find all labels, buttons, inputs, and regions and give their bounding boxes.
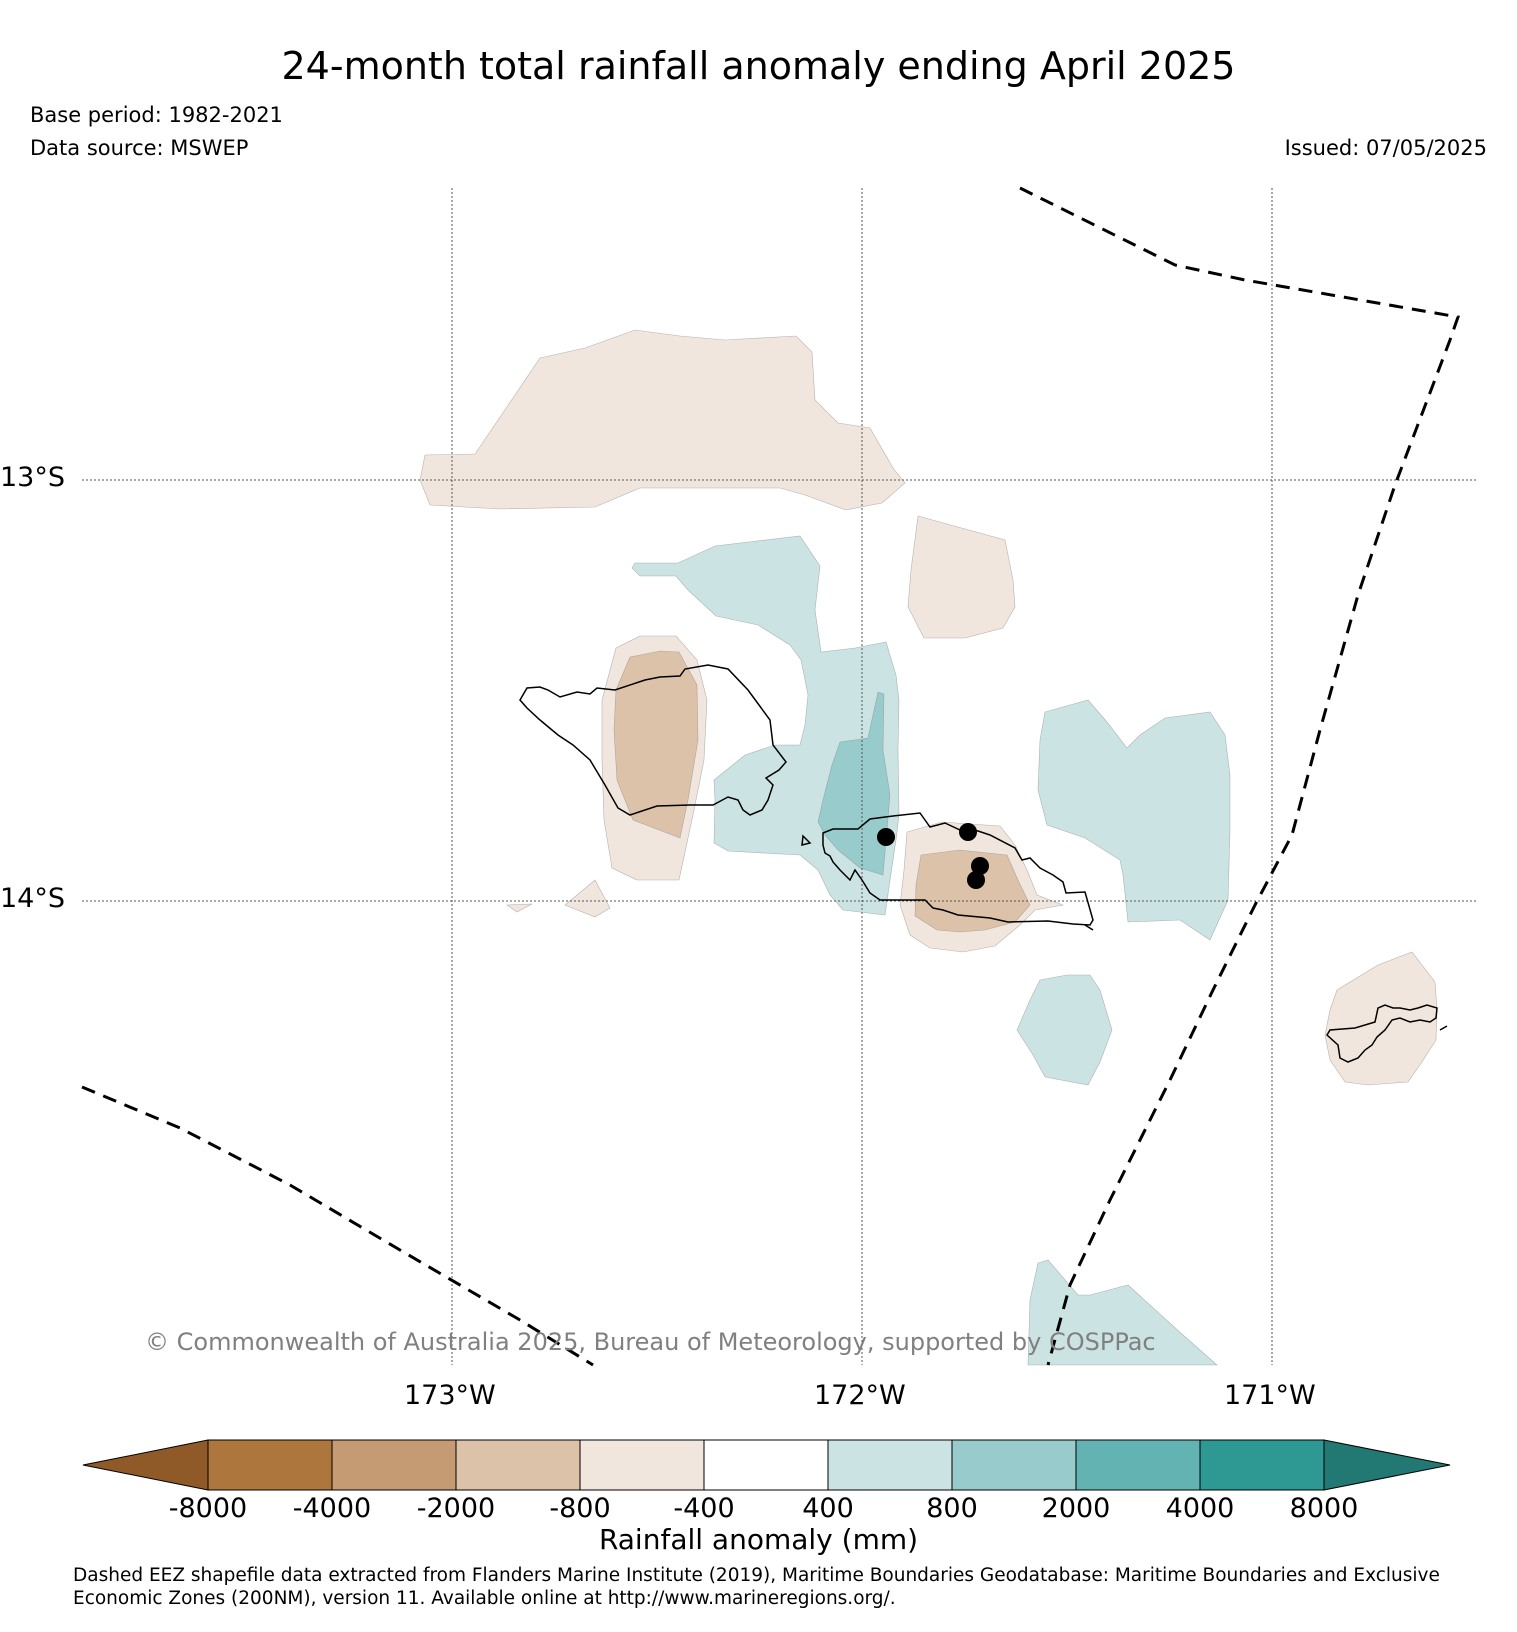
city-marker	[877, 828, 895, 846]
colorbar-bin	[703, 1439, 829, 1491]
graticule	[82, 188, 1477, 1365]
lon-label-172w: 172°W	[814, 1380, 906, 1411]
colorbar-tick-label: -2000	[416, 1493, 496, 1524]
colorbar-tick-label: 400	[802, 1493, 854, 1524]
city-marker	[967, 871, 985, 889]
colorbar-tick-label: 4000	[1165, 1493, 1235, 1524]
colorbar-bin	[579, 1439, 705, 1491]
cities	[877, 823, 989, 889]
colorbar-extend-max	[1323, 1439, 1451, 1491]
eez-boundary-north	[1019, 186, 1460, 1366]
wet-anomaly-region-east-upolu	[1037, 699, 1231, 941]
anomaly-contours	[419, 329, 1438, 1366]
dry-anomaly-region-tiny-west	[506, 903, 533, 913]
data-source-text: Data source: MSWEP	[30, 136, 249, 160]
upolu-coastline	[822, 812, 1094, 926]
colorbar-bin	[331, 1439, 457, 1491]
upolu-east-tip	[1084, 924, 1094, 931]
dry-anomaly-region-small-west	[564, 879, 611, 918]
city-marker	[971, 857, 989, 875]
coastlines	[519, 664, 1448, 1063]
lon-label-171w: 171°W	[1224, 1380, 1316, 1411]
colorbar-tick-label: 2000	[1041, 1493, 1111, 1524]
base-period-text: Base period: 1982-2021	[30, 103, 283, 127]
colorbar-tick-label: -400	[673, 1493, 735, 1524]
colorbar-tick-label: 8000	[1289, 1493, 1359, 1524]
lat-label-14s: 14°S	[0, 883, 65, 914]
tutuila-coastline	[1326, 1004, 1438, 1063]
eez-boundary-southwest	[81, 1085, 594, 1367]
issued-date-text: Issued: 07/05/2025	[1284, 136, 1487, 160]
colorbar-bin	[455, 1439, 581, 1491]
colorbar-tick-label: 800	[926, 1493, 978, 1524]
map-title: 24-month total rainfall anomaly ending A…	[281, 44, 1236, 88]
small-island-west	[801, 834, 812, 846]
footer-attribution: Dashed EEZ shapefile data extracted from…	[73, 1564, 1503, 1610]
copyright-text: © Commonwealth of Australia 2025, Bureau…	[145, 1328, 1156, 1356]
colorbar-tick-label: -8000	[168, 1493, 248, 1524]
colorbar-tick-label: -800	[549, 1493, 611, 1524]
savaii-coastline	[519, 664, 787, 816]
dry-anomaly-region-north	[419, 329, 906, 511]
lon-label-173w: 173°W	[404, 1380, 496, 1411]
wet-anomaly-region-south	[1027, 1259, 1218, 1366]
dry-anomaly-region-east	[1324, 951, 1438, 1086]
small-island-tip	[1439, 1025, 1448, 1031]
dry-anomaly-core-west	[613, 650, 699, 839]
footer-line-2: Economic Zones (200NM), version 11. Avai…	[73, 1588, 896, 1609]
colorbar-tick-label: -4000	[292, 1493, 372, 1524]
dry-anomaly-region-northeast	[907, 515, 1016, 639]
wet-anomaly-region-southeast	[1016, 974, 1113, 1086]
dry-anomaly-core-upolu	[914, 849, 1031, 933]
lat-label-13s: 13°S	[0, 462, 65, 493]
colorbar-bin	[1075, 1439, 1201, 1491]
colorbar-bin	[207, 1439, 333, 1491]
footer-line-1: Dashed EEZ shapefile data extracted from…	[73, 1565, 1440, 1586]
colorbar-bin	[827, 1439, 953, 1491]
eez-boundaries	[81, 186, 1460, 1367]
colorbar	[82, 1439, 1451, 1491]
colorbar-title: Rainfall anomaly (mm)	[598, 1523, 919, 1556]
colorbar-extend-min	[82, 1439, 209, 1491]
city-marker	[959, 823, 977, 841]
colorbar-bin	[1199, 1439, 1325, 1491]
colorbar-bin	[951, 1439, 1077, 1491]
